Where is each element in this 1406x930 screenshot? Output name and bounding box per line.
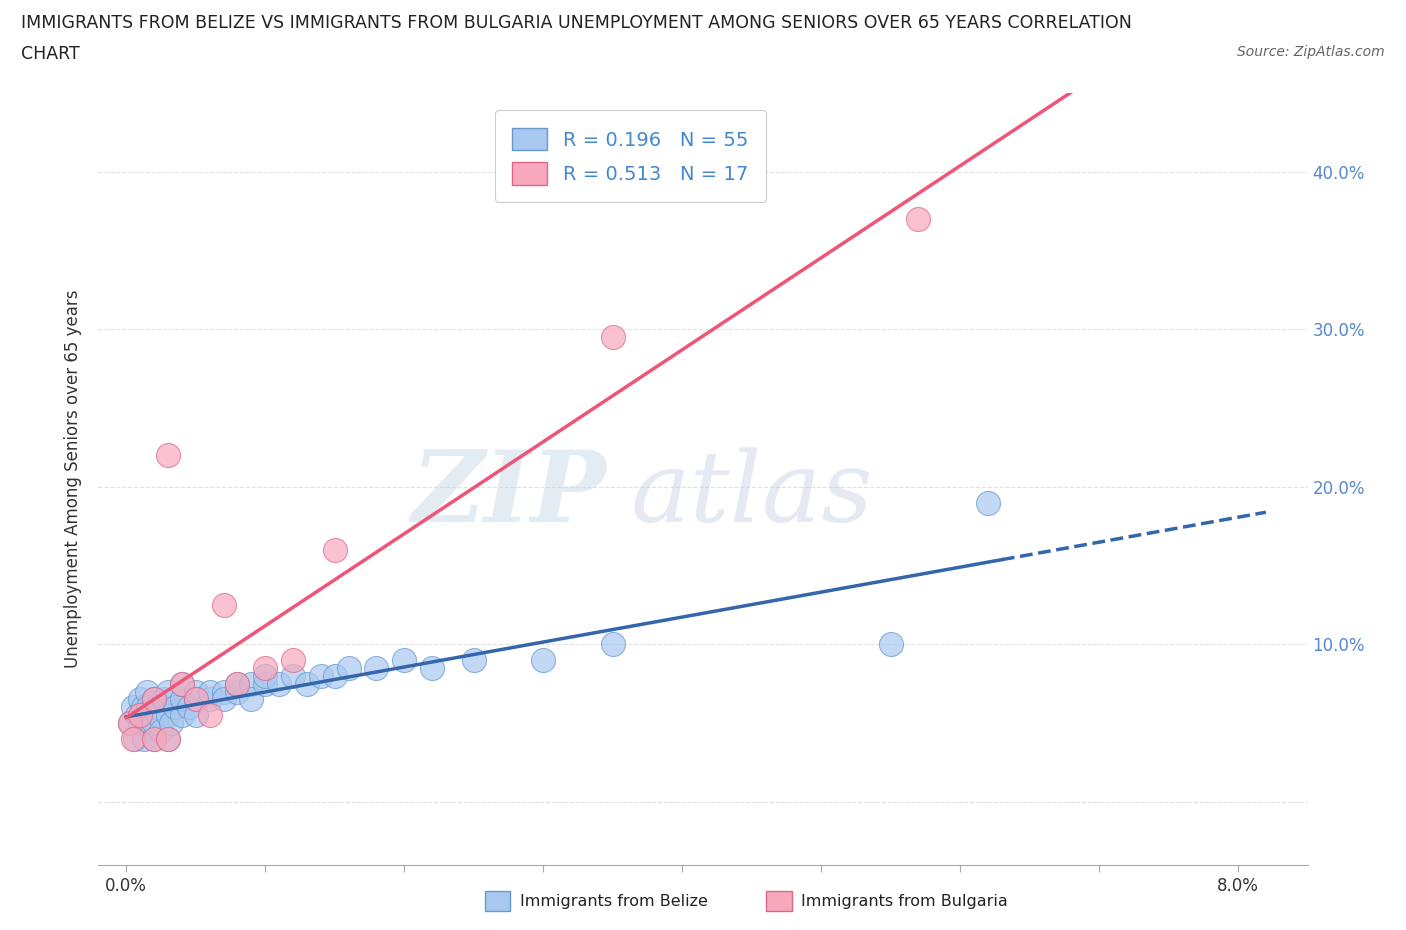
Point — [254, 676, 277, 691]
Point — [184, 692, 207, 707]
Point — [226, 684, 249, 699]
Point — [337, 660, 360, 675]
Point — [141, 716, 163, 731]
Point — [156, 731, 179, 746]
Point — [120, 716, 142, 731]
Point — [463, 653, 485, 668]
Point — [136, 684, 159, 699]
Point — [156, 448, 179, 463]
Point — [198, 692, 221, 707]
Point — [281, 653, 304, 668]
Point — [143, 716, 166, 731]
Point — [226, 676, 249, 691]
Point — [184, 684, 207, 699]
Point — [602, 330, 624, 345]
Point — [122, 700, 145, 715]
Point — [269, 676, 291, 691]
Point — [136, 716, 159, 731]
Point — [240, 692, 263, 707]
Point — [226, 676, 249, 691]
Point — [184, 708, 207, 723]
Point — [146, 700, 169, 715]
Point — [323, 542, 346, 557]
Point — [122, 731, 145, 746]
Point — [156, 731, 179, 746]
Point — [156, 708, 179, 723]
Point — [170, 676, 193, 691]
Point — [138, 700, 160, 715]
Point — [148, 708, 170, 723]
Y-axis label: Unemployment Among Seniors over 65 years: Unemployment Among Seniors over 65 years — [65, 290, 83, 668]
Point — [159, 716, 181, 731]
Point — [149, 724, 172, 738]
Legend: R = 0.196   N = 55, R = 0.513   N = 17: R = 0.196 N = 55, R = 0.513 N = 17 — [495, 111, 766, 202]
Text: ZIP: ZIP — [412, 446, 606, 542]
Point — [198, 684, 221, 699]
Point — [254, 669, 277, 684]
Text: CHART: CHART — [21, 45, 80, 62]
Point — [212, 598, 235, 613]
Text: Source: ZipAtlas.com: Source: ZipAtlas.com — [1237, 45, 1385, 59]
Point — [295, 676, 318, 691]
Point — [184, 692, 207, 707]
Point — [170, 676, 193, 691]
Text: Immigrants from Bulgaria: Immigrants from Bulgaria — [801, 894, 1008, 909]
Point — [254, 660, 277, 675]
Point — [977, 495, 1000, 510]
Point — [323, 669, 346, 684]
Point — [309, 669, 332, 684]
Point — [420, 660, 443, 675]
Point — [124, 731, 146, 746]
Point — [907, 212, 929, 227]
Point — [152, 692, 174, 707]
Point — [212, 692, 235, 707]
Point — [212, 684, 235, 699]
Point — [143, 731, 166, 746]
Point — [281, 669, 304, 684]
Point — [156, 684, 179, 699]
Point — [127, 708, 149, 723]
Text: atlas: atlas — [630, 446, 873, 542]
Point — [129, 716, 152, 731]
Point — [366, 660, 388, 675]
Point — [143, 692, 166, 707]
Text: Immigrants from Belize: Immigrants from Belize — [520, 894, 709, 909]
Point — [879, 637, 901, 652]
Point — [170, 708, 193, 723]
Point — [132, 700, 155, 715]
Point — [170, 692, 193, 707]
Point — [129, 692, 152, 707]
Point — [177, 700, 200, 715]
Point — [198, 708, 221, 723]
Point — [163, 700, 186, 715]
Point — [392, 653, 415, 668]
Point — [120, 716, 142, 731]
Point — [134, 731, 156, 746]
Point — [531, 653, 554, 668]
Point — [602, 637, 624, 652]
Point — [143, 731, 166, 746]
Point — [240, 676, 263, 691]
Text: IMMIGRANTS FROM BELIZE VS IMMIGRANTS FROM BULGARIA UNEMPLOYMENT AMONG SENIORS OV: IMMIGRANTS FROM BELIZE VS IMMIGRANTS FRO… — [21, 14, 1132, 32]
Point — [143, 692, 166, 707]
Point — [129, 708, 152, 723]
